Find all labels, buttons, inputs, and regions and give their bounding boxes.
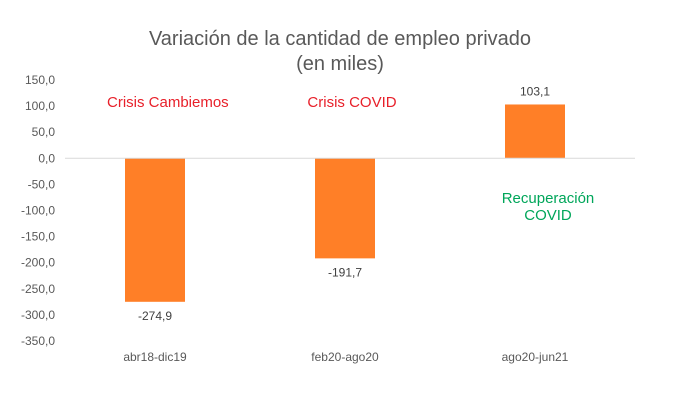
y-tick-label: -150,0 [21, 230, 55, 244]
x-tick-label: abr18-dic19 [123, 350, 187, 364]
annotation-crisis-covid: Crisis COVID [307, 94, 397, 111]
y-tick-label: -100,0 [21, 204, 55, 218]
y-tick-label: -250,0 [21, 282, 55, 296]
data-label: -191,7 [328, 265, 362, 279]
y-tick-label: 0,0 [38, 151, 55, 165]
data-label: 103,1 [520, 84, 550, 98]
annotation-crisis-cambiemos: Crisis Cambiemos [107, 94, 229, 111]
bar [315, 158, 375, 259]
y-tick-label: -350,0 [21, 334, 55, 348]
annotation-recuperacion-covid: Recuperación COVID [488, 190, 608, 224]
y-tick-label: -50,0 [28, 177, 56, 191]
y-tick-label: -300,0 [21, 308, 55, 322]
bar [125, 158, 185, 302]
x-tick-label: feb20-ago20 [311, 350, 379, 364]
x-tick-label: ago20-jun21 [502, 350, 569, 364]
bar [505, 104, 565, 159]
data-label: -274,9 [138, 309, 172, 323]
y-tick-label: 100,0 [25, 99, 55, 113]
annotation-line-1: Recuperación [501, 190, 595, 207]
chart-subtitle: (en miles) [296, 53, 384, 75]
y-tick-label: -200,0 [21, 256, 55, 270]
y-tick-label: 50,0 [32, 125, 56, 139]
y-tick-label: 150,0 [25, 73, 55, 87]
annotation-line-2: COVID [524, 207, 572, 224]
chart-title: Variación de la cantidad de empleo priva… [148, 28, 532, 50]
